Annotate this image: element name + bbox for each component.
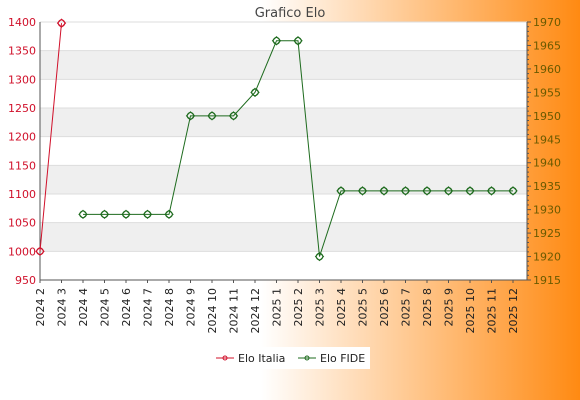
y-left-tick-label: 1300 bbox=[8, 73, 36, 86]
y-right-tick-label: 1970 bbox=[533, 16, 561, 29]
data-point-ring bbox=[337, 187, 345, 195]
y-left-tick-label: 1200 bbox=[8, 131, 36, 144]
x-tick-label: 2025 6 bbox=[378, 288, 391, 327]
series-line bbox=[39, 23, 62, 252]
x-tick-label: 2024 6 bbox=[120, 288, 133, 327]
legend-item-fide: Elo FIDE bbox=[298, 352, 365, 365]
data-point-ring bbox=[208, 112, 216, 120]
data-point-ring bbox=[358, 187, 367, 195]
x-tick-label: 2024 10 bbox=[206, 288, 219, 334]
x-tick-label: 2025 8 bbox=[421, 288, 434, 327]
data-point-ring bbox=[444, 187, 453, 195]
y-left-tick-label: 1350 bbox=[8, 45, 36, 58]
grid-band bbox=[40, 222, 527, 252]
series-elo-italia bbox=[35, 18, 67, 257]
data-point-ring bbox=[229, 112, 238, 120]
y-right-tick-label: 1930 bbox=[533, 204, 561, 217]
data-point-ring bbox=[57, 19, 66, 27]
grid-bands bbox=[40, 21, 527, 281]
y-right-tick-label: 1925 bbox=[533, 227, 561, 240]
chart-title: Grafico Elo bbox=[255, 6, 326, 21]
x-tick-label: 2024 12 bbox=[249, 288, 262, 334]
x-tick-label: 2024 4 bbox=[77, 288, 90, 327]
y-right-tick-label: 1940 bbox=[533, 157, 561, 170]
x-tick-label: 2024 8 bbox=[163, 288, 176, 327]
legend-label-italia: Elo Italia bbox=[238, 352, 285, 365]
x-tick-label: 2025 12 bbox=[507, 288, 520, 334]
axes bbox=[39, 21, 531, 283]
data-point-ring bbox=[100, 210, 109, 219]
tick-labels: 950 1000 1050 1100 1150 1200 1250 1300 1350 1400 1… bbox=[8, 16, 561, 334]
y-left-tick-label: 1400 bbox=[8, 16, 36, 29]
x-tick-label: 2025 9 bbox=[443, 288, 456, 327]
data-point-ring bbox=[466, 187, 474, 195]
legend-item-italia: Elo Italia bbox=[216, 352, 285, 365]
y-left-tick-label: 1100 bbox=[8, 188, 36, 201]
data-point-ring bbox=[165, 210, 173, 219]
data-point-ring bbox=[36, 247, 44, 256]
series-line bbox=[83, 40, 513, 257]
legend-box bbox=[210, 347, 370, 369]
data-point-ring bbox=[294, 36, 302, 45]
data-point-ring bbox=[401, 187, 410, 195]
data-point-ring bbox=[251, 88, 259, 97]
y-right-tick-label: 1935 bbox=[533, 180, 561, 193]
grid-band bbox=[40, 50, 527, 80]
y-left-tick-label: 950 bbox=[15, 274, 36, 287]
grid-band bbox=[40, 108, 527, 137]
x-tick-label: 2025 3 bbox=[314, 288, 327, 327]
x-tick-label: 2024 5 bbox=[99, 288, 112, 327]
data-point-ring bbox=[487, 187, 496, 195]
data-point-ring bbox=[272, 36, 281, 45]
x-tick-label: 2025 11 bbox=[486, 288, 499, 334]
legend-label-fide: Elo FIDE bbox=[320, 352, 365, 365]
data-point-ring bbox=[122, 210, 130, 219]
x-tick-label: 2025 10 bbox=[464, 288, 477, 334]
y-right-tick-label: 1960 bbox=[533, 63, 561, 76]
y-left-tick-label: 1250 bbox=[8, 102, 36, 115]
legend-marker-fide bbox=[304, 355, 310, 361]
series-layer bbox=[35, 18, 518, 262]
x-tick-label: 2024 9 bbox=[185, 288, 198, 327]
y-right-tick-label: 1915 bbox=[533, 274, 561, 287]
data-point-ring bbox=[423, 187, 431, 195]
data-point-ring bbox=[186, 112, 195, 120]
legend-marker-italia bbox=[222, 355, 228, 361]
x-tick-label: 2024 2 bbox=[34, 288, 47, 327]
y-left-tick-label: 1050 bbox=[8, 217, 36, 230]
x-tick-label: 2024 7 bbox=[142, 288, 155, 327]
grid-band bbox=[40, 165, 527, 194]
data-point-ring bbox=[143, 210, 152, 219]
x-tick-label: 2025 7 bbox=[400, 288, 413, 327]
y-right-tick-label: 1965 bbox=[533, 39, 561, 52]
y-left-tick-label: 1150 bbox=[8, 159, 36, 172]
x-tick-label: 2025 4 bbox=[335, 288, 348, 327]
data-point-ring bbox=[380, 187, 388, 195]
y-right-tick-label: 1945 bbox=[533, 133, 561, 146]
x-tick-label: 2025 1 bbox=[271, 288, 284, 327]
y-right-tick-label: 1920 bbox=[533, 251, 561, 264]
x-tick-label: 2025 5 bbox=[357, 288, 370, 327]
y-right-tick-label: 1950 bbox=[533, 110, 561, 123]
legend: Elo Italia Elo FIDE bbox=[210, 347, 370, 369]
series-elo-fide bbox=[78, 36, 518, 262]
data-point-ring bbox=[509, 187, 517, 195]
x-tick-label: 2024 3 bbox=[56, 288, 69, 327]
data-point-ring bbox=[79, 210, 87, 219]
data-point-ring bbox=[315, 252, 324, 261]
x-tick-label: 2024 11 bbox=[228, 288, 241, 334]
y-left-tick-label: 1000 bbox=[8, 245, 36, 258]
x-tick-label: 2025 2 bbox=[292, 288, 305, 327]
y-right-tick-label: 1955 bbox=[533, 86, 561, 99]
